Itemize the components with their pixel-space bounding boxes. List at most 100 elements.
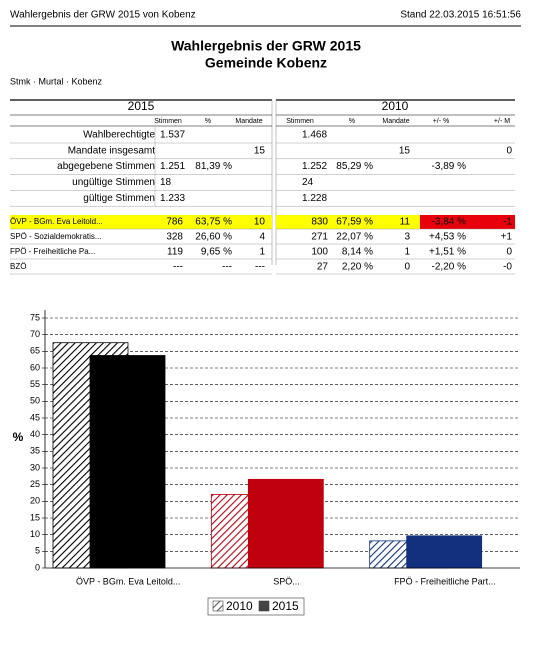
cell: 9,65 % bbox=[201, 247, 232, 258]
y-tick-label: 65 bbox=[30, 346, 40, 356]
column-header: % bbox=[205, 118, 211, 125]
cell: 18 bbox=[160, 177, 172, 188]
cell: 1.228 bbox=[302, 193, 327, 204]
y-tick-label: 15 bbox=[30, 512, 40, 522]
cell: 1 bbox=[404, 247, 410, 258]
column-header: +/- % bbox=[433, 118, 450, 125]
cell: --- bbox=[222, 262, 232, 273]
cell: -3,84 % bbox=[432, 217, 467, 228]
cell: 0 bbox=[404, 262, 410, 273]
cell: 4 bbox=[259, 232, 265, 243]
cell: 328 bbox=[166, 232, 183, 243]
cell: 11 bbox=[400, 217, 411, 228]
row-label: Wahlberechtigte bbox=[83, 130, 155, 141]
cell: 26,60 % bbox=[195, 232, 232, 243]
legend-label: 2015 bbox=[272, 599, 299, 613]
column-header: Mandate bbox=[235, 118, 262, 125]
cell: 1 bbox=[259, 247, 265, 258]
bar bbox=[89, 355, 166, 569]
cell: -1 bbox=[503, 217, 512, 228]
legend-swatch bbox=[212, 600, 224, 612]
row-label: ungültige Stimmen bbox=[72, 177, 155, 188]
cell: 0 bbox=[506, 247, 512, 258]
x-tick-label: FPÖ - Freiheitliche Part... bbox=[394, 576, 496, 586]
party-label: BZÖ bbox=[10, 262, 26, 271]
cell: -2,20 % bbox=[432, 262, 467, 273]
cell: +1 bbox=[501, 232, 513, 243]
party-label: ÖVP - BGm. Eva Leitold... bbox=[10, 217, 103, 226]
y-axis-label: % bbox=[13, 430, 24, 444]
cell: +4,53 % bbox=[429, 232, 466, 243]
column-header: Stimmen bbox=[154, 118, 182, 125]
cell: 1.468 bbox=[302, 130, 327, 141]
cell: 85,29 % bbox=[336, 161, 373, 172]
change-highlight bbox=[420, 215, 515, 229]
cell: 10 bbox=[254, 217, 266, 228]
cell: 786 bbox=[166, 217, 183, 228]
y-tick-label: 50 bbox=[30, 396, 40, 406]
party-label: SPÖ - Sozialdemokratis... bbox=[10, 232, 102, 241]
breadcrumb: Stmk · Murtal · Kobenz bbox=[10, 76, 103, 86]
y-tick-label: 60 bbox=[30, 362, 40, 372]
cell: 81,39 % bbox=[195, 161, 232, 172]
cell: -3,89 % bbox=[432, 161, 467, 172]
cell: 67,59 % bbox=[336, 217, 373, 228]
cell: 63,75 % bbox=[195, 217, 232, 228]
bar bbox=[247, 478, 324, 569]
y-tick-label: 70 bbox=[30, 329, 40, 339]
legend-box bbox=[207, 597, 305, 616]
cell: 27 bbox=[317, 262, 329, 273]
cell: 830 bbox=[311, 217, 328, 228]
y-tick-label: 75 bbox=[30, 312, 40, 322]
cell: 15 bbox=[399, 145, 411, 156]
cell: 100 bbox=[311, 247, 328, 258]
y-tick-label: 40 bbox=[30, 429, 40, 439]
y-tick-label: 30 bbox=[30, 462, 40, 472]
y-tick-label: 5 bbox=[35, 546, 40, 556]
cell: 24 bbox=[302, 177, 314, 188]
row-label: abgegebene Stimmen bbox=[57, 161, 155, 172]
cell: 1.537 bbox=[160, 130, 185, 141]
subtitle: Gemeinde Kobenz bbox=[205, 55, 327, 71]
column-header: % bbox=[349, 118, 355, 125]
cell: 2,20 % bbox=[342, 262, 373, 273]
y-tick-label: 55 bbox=[30, 379, 40, 389]
column-header: +/- M bbox=[494, 118, 510, 125]
y-tick-label: 0 bbox=[35, 562, 40, 572]
cell: 119 bbox=[167, 247, 183, 258]
group-header: 2015 bbox=[128, 99, 155, 113]
x-tick-label: ÖVP - BGm. Eva Leitold... bbox=[76, 576, 180, 586]
y-tick-label: 10 bbox=[30, 529, 40, 539]
party-label: FPÖ - Freiheitliche Pa... bbox=[10, 247, 95, 256]
y-tick-label: 25 bbox=[30, 479, 40, 489]
row-label: gültige Stimmen bbox=[83, 193, 155, 204]
cell: 0 bbox=[506, 145, 512, 156]
cell: 1.251 bbox=[160, 161, 185, 172]
cell: 3 bbox=[404, 232, 410, 243]
legend-label: 2010 bbox=[226, 599, 253, 613]
title: Wahlergebnis der GRW 2015 bbox=[171, 38, 361, 54]
row-label: Mandate insgesamt bbox=[68, 145, 155, 156]
cell: --- bbox=[173, 262, 183, 273]
y-tick-label: 20 bbox=[30, 496, 40, 506]
bar bbox=[406, 535, 483, 569]
cell: 1.233 bbox=[160, 193, 185, 204]
row-highlight bbox=[10, 215, 272, 229]
cell: +1,51 % bbox=[429, 247, 466, 258]
cell: 8,14 % bbox=[342, 247, 373, 258]
cell: --- bbox=[255, 262, 265, 273]
cell: 22,07 % bbox=[336, 232, 373, 243]
x-tick-label: SPÖ... bbox=[273, 576, 300, 586]
cell: 1.252 bbox=[302, 161, 327, 172]
header-left: Wahlergebnis der GRW 2015 von Kobenz bbox=[10, 10, 196, 21]
column-header: Mandate bbox=[382, 118, 409, 125]
group-header: 2010 bbox=[382, 99, 409, 113]
cell: 271 bbox=[311, 232, 328, 243]
legend-swatch bbox=[258, 600, 270, 612]
y-tick-label: 35 bbox=[30, 446, 40, 456]
header-right: Stand 22.03.2015 16:51:56 bbox=[400, 10, 521, 21]
column-header: Stimmen bbox=[286, 118, 314, 125]
cell: 15 bbox=[254, 145, 266, 156]
y-tick-label: 45 bbox=[30, 412, 40, 422]
